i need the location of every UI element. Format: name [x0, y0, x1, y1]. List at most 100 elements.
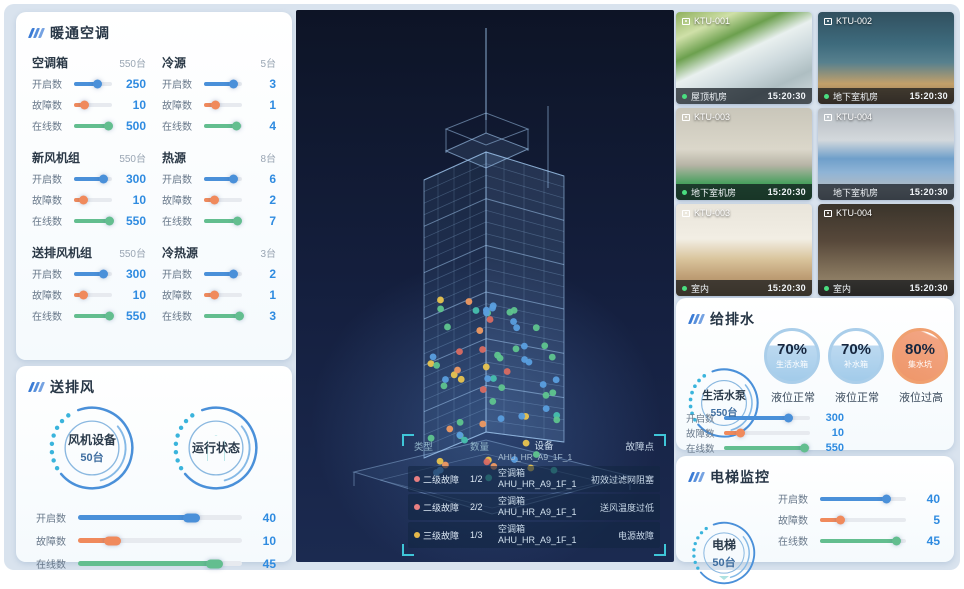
camera-id: KTU-001 — [694, 16, 731, 26]
stat-row: 开启数 300 — [686, 410, 844, 425]
camera-time: 15:20:30 — [909, 283, 948, 293]
online-dot — [824, 93, 829, 99]
dashboard-background: 暖通空调 空调箱 550台 开启数 250 故障数 10 — [4, 4, 960, 585]
fault-row[interactable]: 二级故障 1/2 空调箱 AHU_HR_A9_1F_1 初效过滤网阻塞 — [408, 466, 660, 492]
camera-tile[interactable]: KTU-002 地下室机房 15:20:30 — [818, 12, 954, 104]
stat-row: 故障数 10 — [686, 425, 844, 440]
panel-slashes-icon — [687, 472, 706, 482]
gauge-title: 运行状态 — [191, 441, 240, 455]
stat-row: 在线数 45 — [778, 530, 940, 551]
stat-value: 550 — [125, 308, 146, 323]
building-3d-view[interactable]: 类型 数量 设备 故障点 AHU_HR_A9_1F_1 二级故障 1/2 空调箱… — [296, 10, 674, 562]
camera-tile[interactable]: KTU-001 屋顶机房 15:20:30 — [676, 12, 812, 104]
tank-name: 集水坑 — [908, 360, 932, 369]
stat-label: 在线数 — [36, 560, 66, 571]
stat-label: 故障数 — [162, 196, 192, 207]
camera-tile[interactable]: KTU-004 室内 15:20:30 — [818, 204, 954, 296]
fault-qty: 2/2 — [470, 502, 483, 512]
camera-tile[interactable]: KTU-003 地下室机房 15:20:30 — [676, 108, 812, 200]
stat-row-open: 开启数 3 — [162, 73, 276, 94]
fault-row-partial: AHU_HR_A9_1F_1 — [498, 454, 573, 462]
stat-progressbar — [204, 292, 242, 297]
camera-icon — [824, 17, 832, 25]
bracket-corner — [402, 434, 414, 446]
stat-value: 6 — [269, 171, 276, 186]
online-dot — [824, 285, 829, 291]
stat-value: 250 — [125, 76, 146, 91]
stat-label: 故障数 — [32, 196, 62, 207]
section-name: 热源 — [162, 151, 187, 165]
section-count: 550台 — [119, 154, 146, 165]
camera-grid: KTU-001 屋顶机房 15:20:30 KTU-002 地下室机房 15:2… — [676, 12, 954, 296]
stat-progressbar — [74, 292, 112, 297]
stat-label: 故障数 — [36, 537, 66, 548]
stat-value: 5 — [933, 512, 940, 527]
ring-gauge: 运行状态 — [168, 400, 264, 496]
camera-icon — [682, 113, 690, 121]
hvac-section: 冷源 5台 开启数 3 故障数 1 在线数 — [162, 49, 276, 136]
col-fault: 故障点 — [625, 442, 654, 453]
stat-progressbar — [724, 445, 810, 450]
panel-slashes-icon — [27, 28, 46, 38]
stat-row: 故障数 5 — [778, 509, 940, 530]
stat-label: 故障数 — [162, 291, 192, 302]
stat-row-open: 开启数 2 — [162, 263, 276, 284]
gauge-title: 生活水泵 — [702, 390, 746, 402]
stat-value: 10 — [262, 533, 276, 548]
gauge-count: 50台 — [80, 452, 104, 464]
section-count: 550台 — [119, 59, 146, 70]
hvac-section: 空调箱 550台 开启数 250 故障数 10 在线数 — [32, 49, 146, 136]
tank-status: 液位过高 — [899, 392, 943, 404]
stat-progressbar — [204, 81, 242, 86]
stat-progressbar — [74, 176, 112, 181]
stat-row-online: 在线数 4 — [162, 115, 276, 136]
camera-tile[interactable]: KTU-004 地下室机房 15:20:30 — [818, 108, 954, 200]
section-count: 5台 — [260, 59, 276, 70]
tank-gauge: 80% 集水坑 液位过高 — [892, 328, 950, 405]
gauge-count: 50台 — [712, 557, 736, 569]
stat-row-open: 开启数 250 — [32, 73, 146, 94]
stat-label: 故障数 — [778, 516, 808, 527]
gauge-title: 电梯 — [711, 538, 736, 552]
stat-value: 40 — [926, 491, 940, 506]
fan-panel-title: 送排风 — [50, 379, 95, 395]
stat-row-fault: 故障数 2 — [162, 189, 276, 210]
camera-id: KTU-003 — [694, 112, 731, 122]
elevator-panel-title: 电梯监控 — [710, 469, 770, 485]
stat-value: 500 — [125, 118, 146, 133]
panel-slashes-icon — [27, 382, 46, 392]
water-panel-title: 给排水 — [710, 311, 755, 327]
stat-value: 7 — [269, 213, 276, 228]
stat-value: 3 — [269, 308, 276, 323]
camera-status-bar: 室内 15:20:30 — [818, 280, 954, 296]
camera-location: 地下室机房 — [833, 91, 879, 102]
stat-label: 在线数 — [162, 217, 192, 228]
stat-value: 300 — [125, 171, 146, 186]
stat-progressbar — [204, 271, 242, 276]
stat-label: 故障数 — [686, 428, 715, 440]
stat-label: 开启数 — [778, 495, 808, 506]
stat-progressbar — [74, 102, 112, 107]
stat-progressbar — [204, 102, 242, 107]
stat-label: 开启数 — [32, 175, 62, 186]
water-panel-header: 给排水 — [676, 298, 954, 333]
fault-point: 电源故障 — [617, 530, 654, 541]
camera-tile[interactable]: KTU-003 室内 15:20:30 — [676, 204, 812, 296]
stat-progressbar — [724, 415, 810, 420]
camera-id: KTU-004 — [836, 208, 873, 218]
stat-progressbar — [78, 561, 242, 566]
device-id: AHU_HR_A9_1F_1 — [498, 535, 577, 545]
stat-value: 1 — [269, 287, 276, 302]
stat-value: 10 — [132, 287, 146, 302]
fault-row[interactable]: 二级故障 2/2 空调箱 AHU_HR_A9_1F_1 送风温度过低 — [408, 494, 660, 520]
section-name: 新风机组 — [32, 151, 81, 165]
fault-row[interactable]: 三级故障 1/3 空调箱 AHU_HR_A9_1F_1 电源故障 — [408, 522, 660, 548]
ring-gauge: 风机设备 50台 — [44, 400, 140, 496]
camera-location: 地下室机房 — [691, 187, 737, 198]
device-id: AHU_HR_A9_1F_1 — [498, 507, 577, 517]
stat-label: 在线数 — [686, 443, 715, 455]
fan-panel: 送排风 风机设备 50台 运行状态 开启数 — [16, 366, 292, 571]
stat-value: 45 — [262, 556, 276, 571]
tank-level-circle: 70% 生活水箱 — [764, 328, 820, 384]
tank-name: 补水箱 — [844, 360, 868, 369]
